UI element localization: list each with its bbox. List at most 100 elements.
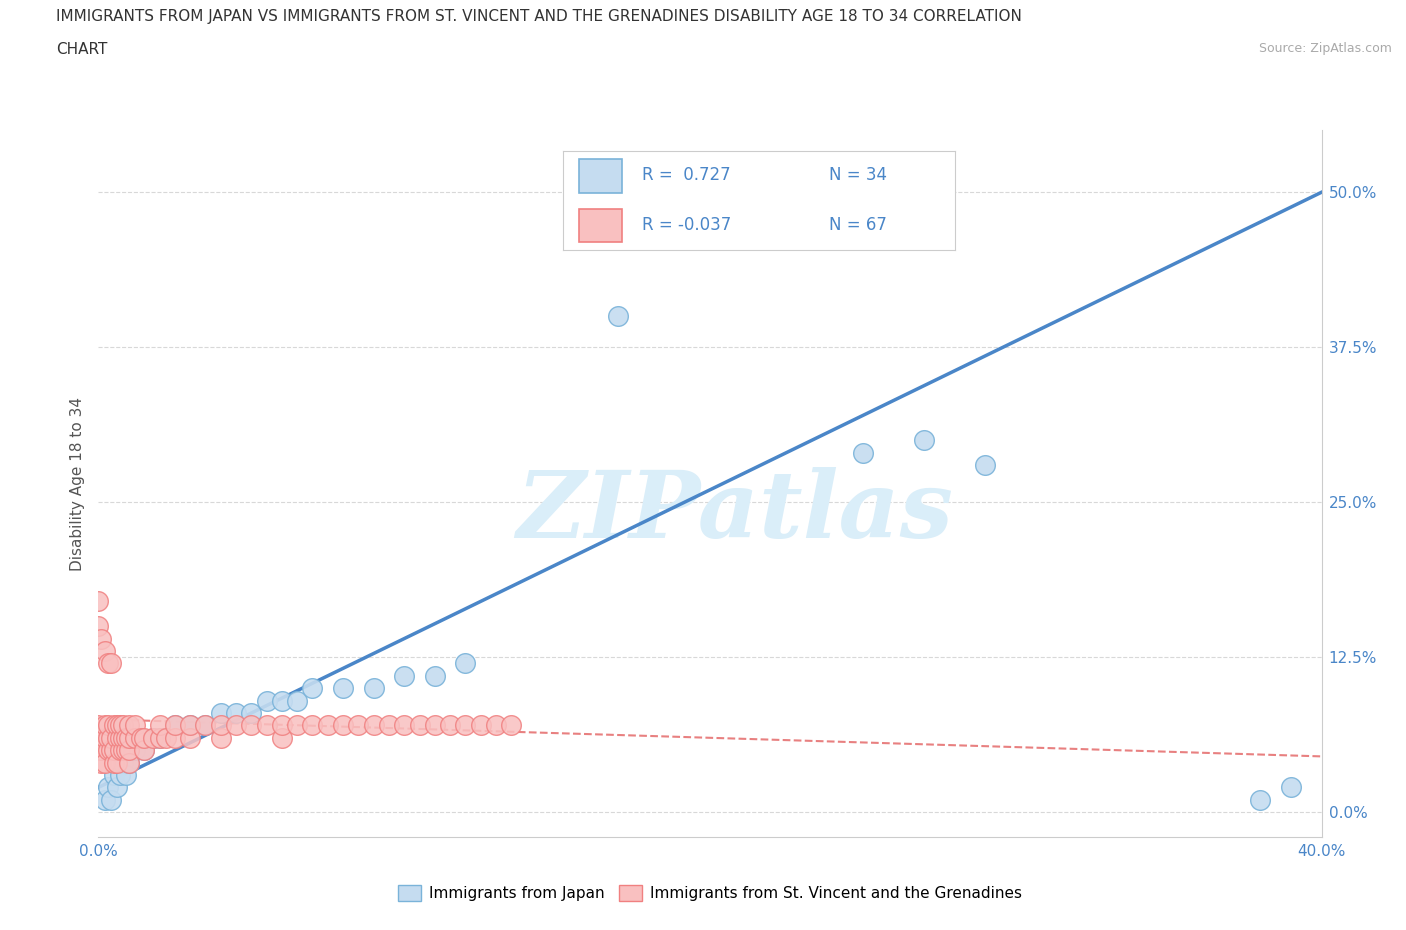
- Point: [301, 718, 323, 733]
- Point: [332, 718, 354, 733]
- Point: [103, 743, 125, 758]
- Point: [209, 730, 232, 745]
- Point: [912, 432, 935, 447]
- Point: [225, 718, 247, 733]
- Point: [97, 780, 120, 795]
- Text: Source: ZipAtlas.com: Source: ZipAtlas.com: [1258, 42, 1392, 55]
- Point: [501, 718, 523, 733]
- Point: [363, 718, 385, 733]
- Point: [439, 718, 461, 733]
- Point: [392, 718, 416, 733]
- Point: [1279, 780, 1302, 795]
- Point: [240, 718, 263, 733]
- Point: [209, 706, 232, 721]
- Point: [100, 656, 122, 671]
- Point: [454, 718, 477, 733]
- Point: [270, 718, 292, 733]
- Point: [93, 718, 115, 733]
- Point: [1249, 792, 1271, 807]
- Point: [111, 755, 134, 770]
- Point: [87, 718, 110, 733]
- Point: [105, 780, 128, 795]
- Point: [124, 718, 146, 733]
- Point: [194, 718, 217, 733]
- Point: [163, 730, 186, 745]
- Point: [100, 730, 122, 745]
- Point: [256, 718, 278, 733]
- Point: [363, 681, 385, 696]
- Point: [90, 743, 112, 758]
- Point: [179, 718, 201, 733]
- Point: [347, 718, 370, 733]
- Point: [118, 755, 141, 770]
- Point: [134, 743, 156, 758]
- Point: [163, 718, 186, 733]
- Point: [108, 718, 131, 733]
- Point: [378, 718, 401, 733]
- Point: [485, 718, 508, 733]
- Point: [240, 706, 263, 721]
- Point: [105, 730, 128, 745]
- Point: [270, 693, 292, 708]
- Point: [129, 730, 152, 745]
- Text: CHART: CHART: [56, 42, 108, 57]
- Point: [90, 631, 112, 646]
- Point: [316, 718, 339, 733]
- Point: [90, 755, 112, 770]
- Point: [111, 743, 134, 758]
- Point: [134, 743, 156, 758]
- Point: [155, 730, 177, 745]
- Text: ZIPatlas: ZIPatlas: [516, 467, 953, 557]
- Point: [149, 718, 172, 733]
- Legend: Immigrants from Japan, Immigrants from St. Vincent and the Grenadines: Immigrants from Japan, Immigrants from S…: [392, 879, 1028, 907]
- Point: [87, 594, 110, 609]
- Point: [285, 718, 308, 733]
- Point: [179, 718, 201, 733]
- Point: [118, 755, 141, 770]
- Point: [108, 767, 131, 782]
- Point: [142, 730, 165, 745]
- Point: [118, 718, 141, 733]
- Point: [105, 755, 128, 770]
- Point: [108, 730, 131, 745]
- Point: [111, 730, 134, 745]
- Point: [194, 718, 217, 733]
- Point: [423, 669, 446, 684]
- Point: [87, 618, 110, 633]
- Point: [93, 755, 115, 770]
- Point: [142, 730, 165, 745]
- Point: [93, 792, 115, 807]
- Point: [93, 730, 115, 745]
- Point: [115, 767, 138, 782]
- Point: [163, 718, 186, 733]
- Point: [454, 656, 477, 671]
- Point: [209, 718, 232, 733]
- Point: [423, 718, 446, 733]
- Point: [974, 458, 997, 472]
- Point: [470, 718, 492, 733]
- Point: [105, 718, 128, 733]
- Y-axis label: Disability Age 18 to 34: Disability Age 18 to 34: [69, 396, 84, 571]
- Text: IMMIGRANTS FROM JAPAN VS IMMIGRANTS FROM ST. VINCENT AND THE GRENADINES DISABILI: IMMIGRANTS FROM JAPAN VS IMMIGRANTS FROM…: [56, 9, 1022, 24]
- Point: [270, 730, 292, 745]
- Point: [332, 681, 354, 696]
- Point: [149, 730, 172, 745]
- Point: [100, 743, 122, 758]
- Point: [124, 743, 146, 758]
- Point: [97, 718, 120, 733]
- Point: [115, 730, 138, 745]
- Point: [408, 718, 430, 733]
- Point: [103, 718, 125, 733]
- Point: [301, 681, 323, 696]
- Point: [111, 718, 134, 733]
- Point: [134, 730, 156, 745]
- Point: [256, 693, 278, 708]
- Point: [392, 669, 416, 684]
- Point: [118, 730, 141, 745]
- Point: [118, 743, 141, 758]
- Point: [93, 644, 115, 658]
- Point: [225, 706, 247, 721]
- Point: [124, 730, 146, 745]
- Point: [103, 755, 125, 770]
- Point: [97, 743, 120, 758]
